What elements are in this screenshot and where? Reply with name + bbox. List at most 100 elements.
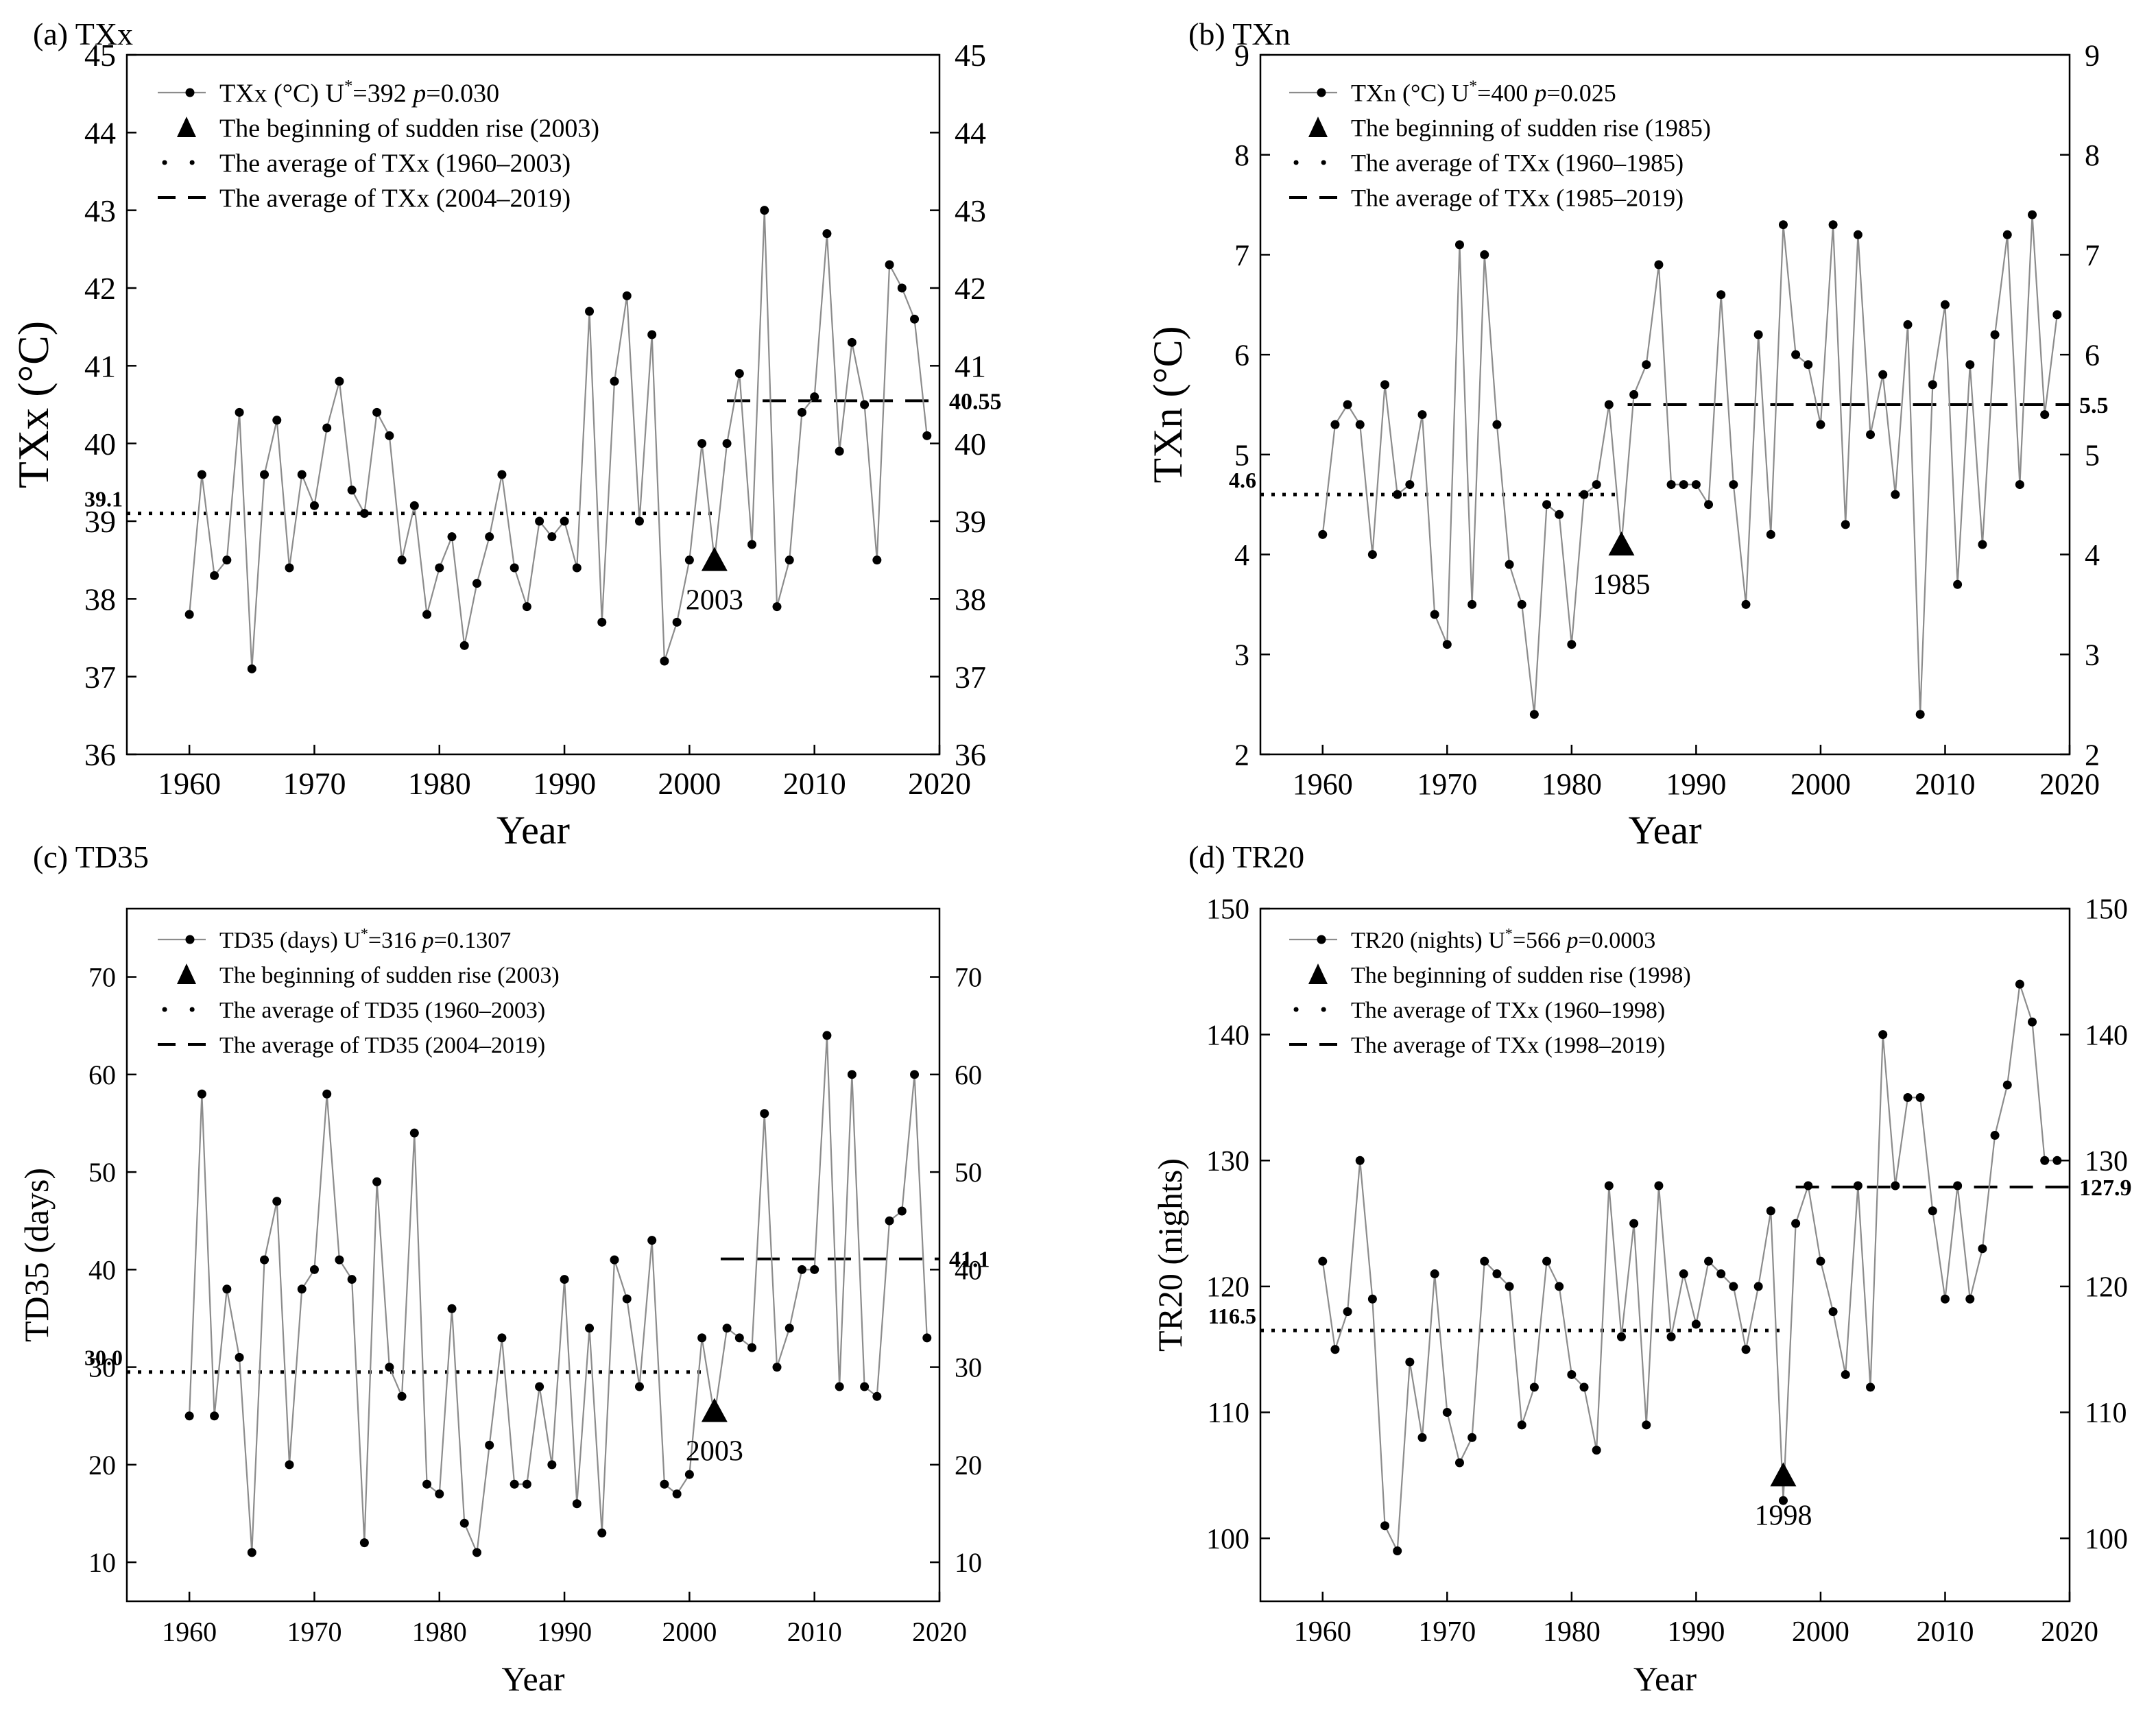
data-point-d bbox=[1654, 1181, 1664, 1190]
y-tick-label-right-b: 4 bbox=[2085, 538, 2100, 572]
data-point-d bbox=[1915, 1092, 1925, 1102]
data-point-a bbox=[210, 571, 219, 580]
y-tick-label-left-c: 70 bbox=[88, 962, 116, 993]
data-point-d bbox=[1704, 1256, 1714, 1266]
legend-series-text-a: TXx (°C) U*=392 p=0.030 bbox=[219, 77, 499, 108]
data-point-b bbox=[1978, 540, 1987, 549]
y-tick-label-right-a: 41 bbox=[955, 348, 986, 383]
x-tick-label-b: 2020 bbox=[2039, 767, 2100, 801]
data-point-d bbox=[1965, 1294, 1975, 1304]
data-point-d bbox=[2015, 979, 2024, 989]
data-point-a bbox=[660, 656, 669, 666]
y-tick-label-left-a: 38 bbox=[84, 582, 116, 617]
data-point-a bbox=[497, 470, 507, 479]
data-point-b bbox=[2040, 410, 2050, 420]
x-tick-label-b: 2000 bbox=[1790, 767, 1851, 801]
avg-after-label-b: 5.5 bbox=[2079, 393, 2109, 418]
data-point-d bbox=[1804, 1181, 1813, 1190]
data-point-a bbox=[772, 602, 782, 612]
data-point-b bbox=[1953, 579, 1963, 589]
data-point-b bbox=[2015, 480, 2024, 490]
legend-avg1-text-a: The average of TXx (1960–2003) bbox=[219, 149, 571, 178]
data-point-b bbox=[2052, 310, 2062, 320]
data-point-b bbox=[1454, 240, 1464, 250]
data-point-c bbox=[684, 1470, 694, 1479]
data-point-a bbox=[359, 509, 369, 518]
y-tick-label-left-d: 110 bbox=[1208, 1398, 1249, 1429]
data-point-a bbox=[647, 330, 657, 339]
y-tick-label-left-c: 30 bbox=[88, 1352, 116, 1383]
data-point-b bbox=[1529, 710, 1539, 719]
data-point-b bbox=[1343, 400, 1352, 409]
y-tick-label-right-c: 30 bbox=[955, 1352, 982, 1383]
data-point-d bbox=[1468, 1433, 1477, 1442]
data-point-a bbox=[697, 439, 707, 448]
panel-label-d: (d) TR20 bbox=[1188, 839, 1304, 874]
data-point-b bbox=[1654, 260, 1664, 270]
data-point-d bbox=[1679, 1269, 1688, 1279]
data-point-d bbox=[1990, 1131, 2000, 1140]
data-point-a bbox=[510, 563, 519, 573]
data-point-a bbox=[572, 563, 582, 573]
data-point-d bbox=[1828, 1307, 1838, 1317]
data-point-b bbox=[1691, 480, 1701, 490]
data-point-c bbox=[397, 1391, 407, 1401]
data-point-b bbox=[1492, 420, 1502, 429]
y-tick-label-right-a: 37 bbox=[955, 660, 986, 695]
data-point-d bbox=[1903, 1092, 1913, 1102]
data-point-b bbox=[1505, 560, 1514, 569]
y-tick-label-left-a: 37 bbox=[84, 660, 116, 695]
data-point-b bbox=[1592, 480, 1601, 490]
x-tick-label-a: 2010 bbox=[783, 766, 846, 801]
data-point-b bbox=[1928, 380, 1937, 390]
x-tick-label-d: 2010 bbox=[1916, 1616, 1974, 1648]
y-tick-label-left-d: 150 bbox=[1206, 894, 1249, 926]
data-point-d bbox=[1666, 1332, 1676, 1341]
y-axis-label-a: TXx (°C) bbox=[9, 321, 58, 488]
y-tick-label-left-c: 60 bbox=[88, 1060, 116, 1090]
data-point-d bbox=[1853, 1181, 1862, 1190]
data-point-c bbox=[822, 1031, 832, 1040]
y-tick-label-left-a: 40 bbox=[84, 427, 116, 462]
data-point-b bbox=[1990, 330, 2000, 339]
data-point-c bbox=[722, 1324, 732, 1333]
series-line-b bbox=[1321, 215, 2058, 715]
data-point-a bbox=[347, 486, 357, 495]
data-point-c bbox=[184, 1411, 194, 1421]
data-point-a bbox=[760, 206, 769, 215]
data-point-b bbox=[1866, 430, 1876, 440]
data-point-a bbox=[247, 664, 256, 673]
data-point-d bbox=[1517, 1420, 1526, 1430]
data-point-a bbox=[222, 555, 232, 565]
data-point-d bbox=[2040, 1156, 2050, 1165]
legend-series-text-b: TXn (°C) U*=400 p=0.025 bbox=[1351, 77, 1616, 106]
data-point-c bbox=[535, 1382, 544, 1391]
data-point-c bbox=[897, 1206, 907, 1216]
data-point-a bbox=[260, 470, 270, 479]
x-tick-label-a: 1960 bbox=[158, 766, 221, 801]
data-point-d bbox=[1716, 1269, 1726, 1279]
data-point-b bbox=[1753, 330, 1763, 339]
legend-avg1-text-b: The average of TXx (1960–1985) bbox=[1351, 149, 1684, 177]
x-tick-label-c: 2010 bbox=[787, 1616, 842, 1647]
data-point-a bbox=[459, 641, 469, 650]
data-point-a bbox=[285, 563, 294, 573]
x-tick-label-d: 1960 bbox=[1294, 1616, 1352, 1648]
data-point-b bbox=[1567, 640, 1577, 649]
legend-triangle-text-a: The beginning of sudden rise (2003) bbox=[219, 114, 599, 143]
data-point-c bbox=[322, 1089, 332, 1099]
data-point-a bbox=[322, 423, 332, 433]
data-point-c bbox=[459, 1518, 469, 1528]
avg-after-label-d: 127.9 bbox=[2079, 1175, 2132, 1201]
legend-triangle-text-b: The beginning of sudden rise (1985) bbox=[1351, 115, 1711, 142]
x-tick-label-d: 1980 bbox=[1543, 1616, 1601, 1648]
data-point-c bbox=[747, 1343, 757, 1352]
data-point-b bbox=[1741, 599, 1751, 609]
data-point-b bbox=[1841, 520, 1850, 529]
data-point-a bbox=[597, 617, 607, 627]
avg-before-label-d: 116.5 bbox=[1208, 1304, 1256, 1328]
x-tick-label-a: 2000 bbox=[658, 766, 721, 801]
data-point-b bbox=[1330, 420, 1340, 429]
data-point-d bbox=[1791, 1219, 1801, 1228]
